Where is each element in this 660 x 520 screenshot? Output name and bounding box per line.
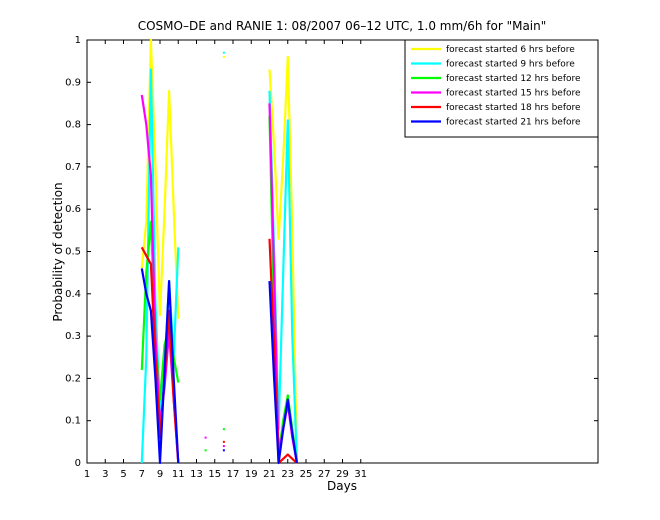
series-layer	[140, 38, 298, 465]
series-point	[222, 449, 225, 452]
series-1	[140, 38, 298, 464]
x-tick-label: 7	[139, 469, 145, 480]
legend-label: forecast started 12 hrs before	[446, 74, 581, 84]
y-tick-label: 0.3	[65, 331, 81, 342]
x-tick-label: 1	[84, 469, 90, 480]
chart-title: COSMO–DE and RANIE 1: 08/2007 06–12 UTC,…	[138, 19, 547, 33]
series-point	[222, 440, 225, 443]
y-tick-label: 0.1	[65, 416, 81, 427]
x-tick-label: 29	[336, 469, 349, 480]
x-tick-label: 17	[227, 469, 240, 480]
y-tick-label: 0.2	[65, 373, 81, 384]
x-axis-title: Days	[327, 479, 357, 493]
y-tick-label: 0.9	[65, 77, 81, 88]
series-line	[140, 246, 180, 464]
series-6	[140, 268, 298, 465]
x-tick-label: 11	[172, 469, 185, 480]
x-tick-label: 13	[190, 469, 203, 480]
y-tick-label: 1	[75, 35, 81, 46]
x-tick-label: 9	[157, 469, 163, 480]
y-tick-label: 0	[75, 458, 81, 469]
series-point	[222, 445, 225, 448]
legend-label: forecast started 6 hrs before	[446, 45, 575, 55]
series-line	[268, 55, 298, 464]
x-tick-label: 31	[354, 469, 367, 480]
series-point	[222, 51, 225, 54]
legend-label: forecast started 15 hrs before	[446, 89, 581, 99]
series-point	[204, 436, 207, 439]
x-tick-label: 15	[208, 469, 221, 480]
series-point	[222, 428, 225, 431]
y-axis: 0 0.1 0.2 0.3 0.4 0.5 0.6 0.7 0.8 0.9 1	[65, 35, 598, 469]
x-tick-label: 23	[281, 469, 294, 480]
series-5	[140, 238, 298, 465]
x-axis: 1 3 5 7 9 11 13 15 17 19 21 23 25 27 29 31	[84, 40, 367, 480]
x-tick-label: 27	[318, 469, 331, 480]
legend-label: forecast started 21 hrs before	[446, 118, 581, 128]
y-tick-label: 0.5	[65, 247, 81, 258]
y-tick-label: 0.7	[65, 162, 81, 173]
legend-label: forecast started 9 hrs before	[446, 60, 575, 70]
series-line	[140, 268, 180, 465]
series-point	[222, 55, 225, 58]
legend-label: forecast started 18 hrs before	[446, 103, 581, 113]
x-tick-label: 25	[300, 469, 313, 480]
legend: forecast started 6 hrs before forecast st…	[404, 39, 599, 138]
x-tick-label: 3	[102, 469, 108, 480]
x-tick-label: 21	[263, 469, 276, 480]
series-line	[268, 281, 298, 465]
series-point	[204, 449, 207, 452]
series-line	[140, 38, 180, 320]
x-tick-label: 19	[245, 469, 258, 480]
y-tick-label: 0.4	[65, 289, 81, 300]
x-tick-label: 5	[120, 469, 126, 480]
series-line	[268, 238, 298, 465]
y-tick-label: 0.6	[65, 204, 81, 215]
y-tick-label: 0.8	[65, 120, 81, 131]
y-axis-title: Probability of detection	[51, 182, 65, 321]
